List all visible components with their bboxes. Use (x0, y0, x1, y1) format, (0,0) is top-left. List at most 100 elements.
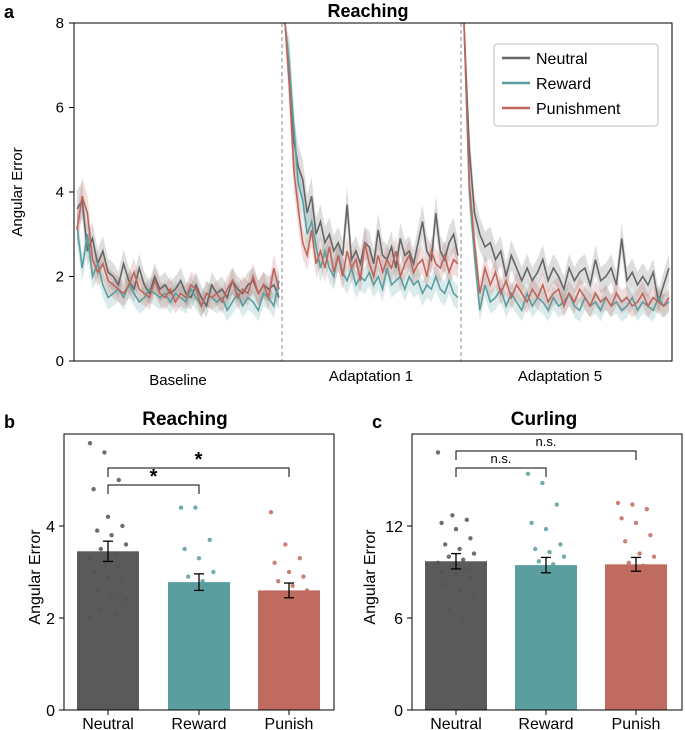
point-neutral (443, 542, 448, 547)
point-punish (626, 560, 631, 565)
point-reward (551, 562, 556, 567)
point-punish (623, 612, 628, 618)
point-punish (637, 618, 642, 624)
point-neutral (113, 611, 118, 616)
y-tick-label-4: 4 (46, 519, 55, 536)
panel-b-plot: 0 2 4 Neutral Reward Punish * * (46, 441, 320, 730)
point-neutral (439, 569, 444, 575)
neutral-band-adapt1 (285, 23, 458, 283)
significance-label-1: * (150, 466, 158, 488)
panel-letter-a: a (4, 2, 15, 22)
point-reward (207, 606, 212, 611)
reward-band-baseline (77, 208, 279, 322)
point-reward (554, 502, 559, 507)
point-punish (304, 588, 310, 593)
point-neutral (116, 477, 122, 483)
y-tick-label-6: 6 (394, 611, 403, 628)
significance-label-2: * (195, 449, 203, 471)
point-reward (207, 537, 212, 542)
point-neutral (443, 582, 448, 587)
panel-c-title: Curling (511, 409, 578, 430)
point-neutral (98, 546, 104, 552)
point-neutral (95, 588, 100, 593)
point-neutral (120, 523, 125, 529)
point-reward (547, 597, 552, 602)
y-tick-label-0: 0 (56, 353, 64, 370)
point-punish (623, 539, 628, 544)
point-neutral (464, 517, 469, 523)
point-neutral (109, 592, 114, 598)
point-punish (276, 634, 281, 639)
y-tick-label-2: 2 (46, 611, 55, 628)
point-reward (182, 611, 187, 616)
point-reward (214, 634, 220, 639)
panel-a-segment-label-adaptation-1: Adaptation 1 (329, 368, 413, 385)
panel-a-line-chart: Reaching Angular Error 0 2 4 6 8 Baseline Ad… (9, 1, 673, 389)
panel-b-frame (63, 433, 335, 711)
point-neutral (105, 574, 111, 579)
point-neutral (468, 536, 473, 541)
point-reward (561, 554, 567, 559)
panel-letter-c: c (372, 412, 382, 432)
x-tick-label-reward: Reward (171, 716, 226, 730)
x-tick-label-reward: Reward (518, 716, 573, 730)
significance-label-1: n.s. (491, 451, 512, 466)
panel-a-segment-label-adaptation-5: Adaptation 5 (518, 368, 602, 385)
point-neutral (435, 560, 441, 565)
reward-line-adapt1 (284, 22, 459, 299)
point-punish (630, 502, 635, 507)
point-punish (290, 643, 295, 648)
punishment-band-baseline (77, 177, 279, 318)
point-punish (268, 510, 274, 515)
point-neutral (113, 551, 118, 556)
point-punish (283, 542, 288, 547)
point-reward (211, 569, 216, 575)
point-neutral (98, 606, 104, 611)
x-tick-label-punish: Punish (265, 716, 314, 730)
y-tick-label-2: 2 (56, 269, 64, 286)
point-neutral (450, 513, 455, 518)
point-neutral (91, 487, 96, 492)
point-neutral (461, 618, 466, 624)
bar-punish (258, 590, 320, 710)
point-neutral (453, 572, 459, 578)
point-neutral (446, 554, 451, 559)
point-reward (525, 565, 531, 570)
point-reward (193, 505, 198, 510)
point-reward (178, 597, 184, 602)
point-reward (547, 549, 552, 555)
point-punish (648, 603, 653, 608)
point-neutral (461, 557, 466, 562)
point-punish (297, 556, 302, 561)
y-tick-label-12: 12 (385, 519, 403, 536)
y-tick-label-6: 6 (56, 100, 64, 117)
legend-label-reward: Reward (536, 76, 591, 93)
point-neutral (87, 615, 93, 621)
neutral-line-adapt5 (463, 22, 670, 303)
point-punish (301, 574, 306, 579)
point-punish (644, 506, 649, 512)
point-neutral (439, 520, 444, 526)
significance-bracket-2 (107, 467, 290, 477)
punishment-line-adapt1 (284, 22, 459, 281)
y-tick-label-4: 4 (56, 184, 64, 201)
bar-punish (605, 564, 667, 710)
point-punish (276, 579, 281, 584)
point-punish (294, 597, 299, 602)
panel-b-bar-chart: Reaching Angular Error 0 2 4 Neutral Reward P… (27, 409, 335, 730)
point-reward (561, 603, 567, 608)
legend-box (493, 43, 659, 127)
point-punish (304, 652, 310, 657)
point-punish (283, 606, 288, 611)
point-reward (189, 638, 194, 644)
point-reward (189, 588, 194, 593)
point-punish (651, 628, 657, 633)
bar-reward (515, 565, 577, 710)
point-reward (558, 542, 563, 547)
reward-band-adapt5 (464, 23, 669, 322)
point-neutral (457, 546, 462, 552)
point-punish (279, 592, 284, 598)
point-neutral (468, 575, 473, 581)
point-reward (558, 585, 563, 590)
